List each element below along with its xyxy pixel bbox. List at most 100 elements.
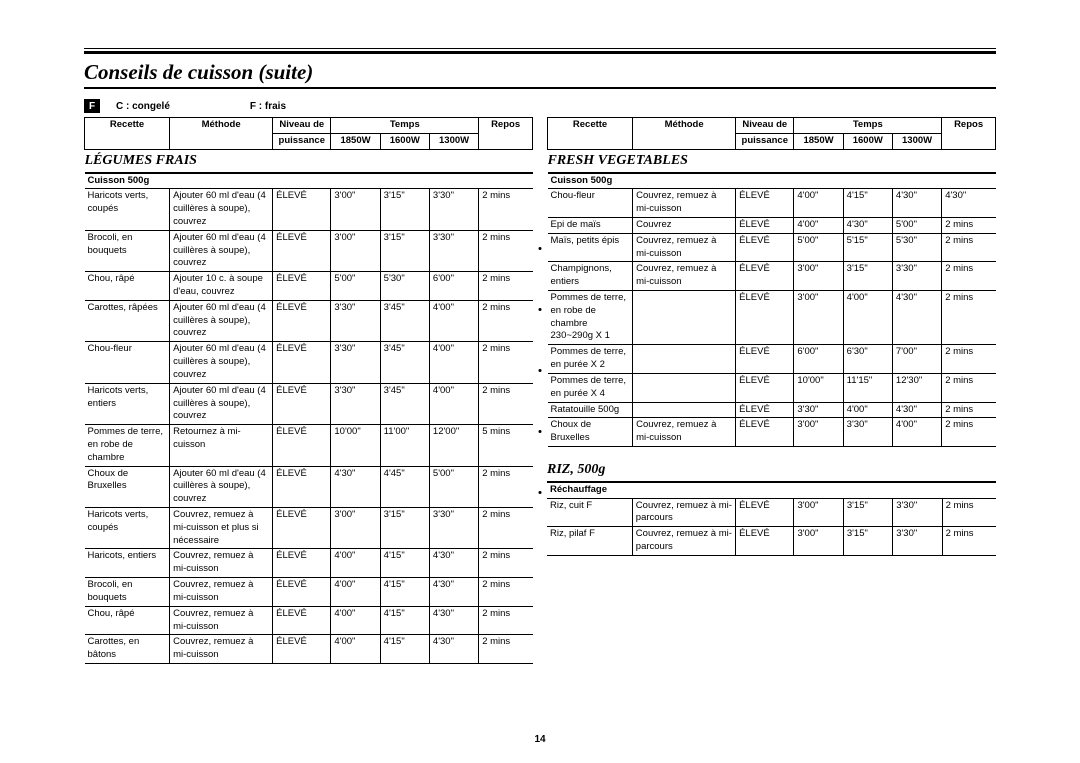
cell-r: Chou-fleur bbox=[548, 189, 633, 218]
cell-m: Couvrez, remuez à mi-cuisson bbox=[633, 233, 736, 262]
cell-t1: 3'00" bbox=[331, 508, 380, 549]
cell-t3: 3'30" bbox=[429, 189, 478, 230]
cell-t3: 5'00" bbox=[892, 217, 941, 233]
rule-thick bbox=[84, 51, 996, 54]
cell-r: Pommes de terre, en robe de chambre bbox=[85, 425, 170, 466]
cell-m: Ajouter 60 ml d'eau (4 cuillères à soupe… bbox=[170, 466, 273, 507]
table-row: Champignons, entiersCouvrez, remuez à mi… bbox=[548, 262, 996, 291]
cell-m: Retournez à mi-cuisson bbox=[170, 425, 273, 466]
cell-t2: 3'15" bbox=[380, 189, 429, 230]
cell-p: 2 mins bbox=[942, 527, 996, 556]
cell-m: Ajouter 10 c. à soupe d'eau, couvrez bbox=[170, 272, 273, 301]
th-1850w: 1850W bbox=[794, 133, 843, 149]
cell-n: ÉLEVÉ bbox=[273, 300, 331, 341]
cell-m: Ajouter 60 ml d'eau (4 cuillères à soupe… bbox=[170, 342, 273, 383]
cell-t3: 7'00" bbox=[892, 345, 941, 374]
cell-t3: 3'30" bbox=[893, 498, 942, 527]
cell-t1: 3'00" bbox=[794, 498, 843, 527]
cell-t2: 4'15" bbox=[380, 635, 429, 664]
cell-t1: 3'30" bbox=[331, 300, 380, 341]
cell-t1: 3'00" bbox=[794, 418, 843, 447]
cell-r: Riz, cuit F bbox=[547, 498, 632, 527]
cell-t1: 6'00" bbox=[794, 345, 843, 374]
cell-t3: 4'00" bbox=[429, 383, 478, 424]
cell-m: Couvrez, remuez à mi-cuisson bbox=[170, 549, 273, 578]
cell-t2: 4'30" bbox=[843, 217, 892, 233]
cell-p: 2 mins bbox=[942, 498, 996, 527]
cell-n: ÉLEVÉ bbox=[736, 217, 794, 233]
cell-n: ÉLEVÉ bbox=[736, 373, 794, 402]
cell-t1: 10'00" bbox=[794, 373, 843, 402]
th-recette: Recette bbox=[85, 118, 170, 150]
two-column-layout: Recette Méthode Niveau de Temps Repos pu… bbox=[84, 117, 996, 664]
cell-n: ÉLEVÉ bbox=[273, 425, 331, 466]
cell-n: ÉLEVÉ bbox=[736, 402, 794, 418]
cell-t3: 4'00" bbox=[429, 342, 478, 383]
th-recette: Recette bbox=[548, 118, 633, 150]
cell-r: Haricots verts, entiers bbox=[85, 383, 170, 424]
table-row: Choux de BruxellesAjouter 60 ml d'eau (4… bbox=[85, 466, 533, 507]
cell-p: 2 mins bbox=[942, 233, 996, 262]
cell-m: Couvrez, remuez à mi-cuisson bbox=[633, 418, 736, 447]
cell-n: ÉLEVÉ bbox=[736, 189, 794, 218]
cell-m: Couvrez, remuez à mi-parcours bbox=[632, 498, 735, 527]
cell-p: 2 mins bbox=[942, 373, 996, 402]
table-row: Brocoli, en bouquetsCouvrez, remuez à mi… bbox=[85, 578, 533, 607]
table-row: Ratatouille 500gÉLEVÉ3'30"4'00"4'30"2 mi… bbox=[548, 402, 996, 418]
table-row: Chou-fleurAjouter 60 ml d'eau (4 cuillèr… bbox=[85, 342, 533, 383]
cell-t3: 4'30" bbox=[892, 189, 941, 218]
cell-n: ÉLEVÉ bbox=[273, 508, 331, 549]
cell-t2: 11'15" bbox=[843, 373, 892, 402]
cell-n: ÉLEVÉ bbox=[273, 606, 331, 635]
cell-t3: 4'30" bbox=[429, 549, 478, 578]
cell-t3: 5'30" bbox=[892, 233, 941, 262]
section-header-row: RIZ, 500g bbox=[547, 459, 996, 482]
cell-m: Ajouter 60 ml d'eau (4 cuillères à soupe… bbox=[170, 383, 273, 424]
cell-r: Choux de Bruxelles bbox=[548, 418, 633, 447]
subhead: Cuisson 500g bbox=[548, 173, 996, 189]
cell-r: Riz, pilaf F bbox=[547, 527, 632, 556]
cell-n: ÉLEVÉ bbox=[273, 342, 331, 383]
subhead-row: Cuisson 500g bbox=[85, 173, 533, 189]
right-column: Recette Méthode Niveau de Temps Repos pu… bbox=[547, 117, 996, 556]
cell-t3: 4'30" bbox=[429, 578, 478, 607]
cell-n: ÉLEVÉ bbox=[273, 578, 331, 607]
cell-n: ÉLEVÉ bbox=[736, 418, 794, 447]
f-box-icon: F bbox=[84, 99, 100, 113]
cell-t1: 3'30" bbox=[331, 342, 380, 383]
cell-t3: 6'00" bbox=[429, 272, 478, 301]
left-table: Recette Méthode Niveau de Temps Repos pu… bbox=[84, 117, 533, 664]
th-repos: Repos bbox=[942, 118, 996, 150]
cell-t1: 3'30" bbox=[331, 383, 380, 424]
section-header: LÉGUMES FRAIS bbox=[85, 149, 533, 172]
cell-t2: 3'15" bbox=[380, 508, 429, 549]
table-row: Chou, râpéCouvrez, remuez à mi-cuissonÉL… bbox=[85, 606, 533, 635]
cell-p: 2 mins bbox=[942, 217, 996, 233]
cell-n: ÉLEVÉ bbox=[273, 230, 331, 271]
cell-n: ÉLEVÉ bbox=[736, 345, 794, 374]
cell-t2: 4'00" bbox=[843, 402, 892, 418]
cell-r: Ratatouille 500g bbox=[548, 402, 633, 418]
cell-t1: 4'00" bbox=[331, 606, 380, 635]
table-head: Recette Méthode Niveau de Temps Repos pu… bbox=[548, 118, 996, 150]
cell-r: Haricots verts, coupés bbox=[85, 189, 170, 230]
th-niveau: Niveau de bbox=[736, 118, 794, 134]
cell-t1: 3'00" bbox=[331, 189, 380, 230]
th-1850w: 1850W bbox=[331, 133, 380, 149]
table-row: Haricots verts, coupésCouvrez, remuez à … bbox=[85, 508, 533, 549]
cell-t1: 4'00" bbox=[794, 217, 843, 233]
cell-r: Brocoli, en bouquets bbox=[85, 578, 170, 607]
th-temps: Temps bbox=[794, 118, 942, 134]
table-row: Haricots verts, coupésAjouter 60 ml d'ea… bbox=[85, 189, 533, 230]
cell-p: 2 mins bbox=[942, 345, 996, 374]
table-row: Maïs, petits épisCouvrez, remuez à mi-cu… bbox=[548, 233, 996, 262]
cell-t3: 4'30" bbox=[429, 635, 478, 664]
cell-p: 4'30" bbox=[942, 189, 996, 218]
cell-t2: 5'30" bbox=[380, 272, 429, 301]
cell-m bbox=[633, 291, 736, 345]
legend-frais: F : frais bbox=[250, 101, 286, 112]
rule-thin bbox=[84, 48, 996, 49]
table-row: Riz, pilaf FCouvrez, remuez à mi-parcour… bbox=[547, 527, 996, 556]
cell-t2: 3'30" bbox=[843, 418, 892, 447]
table-row: Brocoli, en bouquetsAjouter 60 ml d'eau … bbox=[85, 230, 533, 271]
